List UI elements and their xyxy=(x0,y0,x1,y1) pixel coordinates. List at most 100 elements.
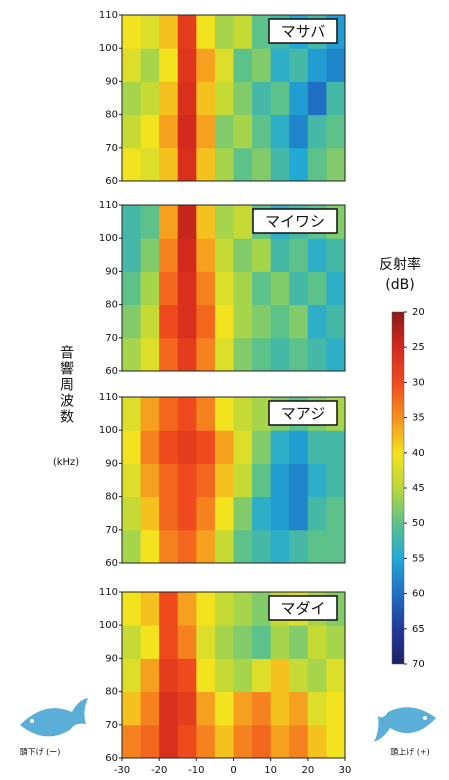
heatmap-cell xyxy=(196,205,215,239)
heatmap-cell xyxy=(308,115,327,149)
y-tick-label: 80 xyxy=(105,110,118,121)
colorbar-tick-label: 50 xyxy=(412,518,425,529)
y-tick-label: 90 xyxy=(105,653,118,664)
y-tick-label: 70 xyxy=(105,720,118,731)
heatmap-cell xyxy=(159,148,178,182)
heatmap-cell xyxy=(141,48,160,82)
heatmap-cell xyxy=(289,658,308,692)
heatmap-cell xyxy=(122,148,141,182)
x-tick-label: -10 xyxy=(188,765,204,776)
heatmap-cell xyxy=(141,592,160,626)
heatmap-cell xyxy=(178,592,197,626)
y-tick-label: 100 xyxy=(99,43,118,54)
heatmap-cell xyxy=(159,397,178,431)
heatmap-cell xyxy=(122,497,141,531)
heatmap-cell xyxy=(122,530,141,564)
heatmap-cell xyxy=(289,530,308,564)
heatmap-cell xyxy=(159,430,178,464)
heatmap-cell xyxy=(178,81,197,115)
heatmap-cell xyxy=(196,658,215,692)
heatmap-cell xyxy=(159,463,178,497)
panel-label: マダイ xyxy=(280,600,325,618)
y-tick-label: 90 xyxy=(105,266,118,277)
y-tick-label: 100 xyxy=(99,233,118,244)
heatmap-cell xyxy=(122,15,141,49)
y-tick-label: 70 xyxy=(105,143,118,154)
heatmap-cell xyxy=(326,271,345,305)
heatmap-cell xyxy=(252,463,271,497)
heatmap-cell xyxy=(326,338,345,372)
heatmap-cell xyxy=(159,692,178,726)
fish-left-label: 頭下げ (ー) xyxy=(20,748,61,757)
heatmap-cell xyxy=(141,725,160,759)
heatmap-cell xyxy=(252,497,271,531)
heatmap-cell xyxy=(196,238,215,272)
heatmap-cell xyxy=(159,530,178,564)
y-tick-label: 60 xyxy=(105,176,118,187)
heatmap-cell xyxy=(252,48,271,82)
fish-right-icon xyxy=(374,707,436,742)
heatmap-cell xyxy=(289,238,308,272)
heatmap-cell xyxy=(234,271,253,305)
heatmap-cell xyxy=(141,115,160,149)
heatmap-cell xyxy=(271,658,290,692)
heatmap-cell xyxy=(271,238,290,272)
heatmap-cell xyxy=(308,338,327,372)
heatmap-cell xyxy=(178,530,197,564)
heatmap-cell xyxy=(178,463,197,497)
heatmap-cell xyxy=(308,530,327,564)
heatmap-cell xyxy=(289,497,308,531)
y-tick-label: 100 xyxy=(99,620,118,631)
heatmap-cell xyxy=(178,692,197,726)
colorbar-tick-label: 30 xyxy=(412,377,425,388)
heatmap-cell xyxy=(196,430,215,464)
heatmap-cell xyxy=(141,238,160,272)
colorbar xyxy=(392,312,404,664)
heatmap-cell xyxy=(122,625,141,659)
heatmap-cell xyxy=(215,115,234,149)
colorbar-tick-label: 45 xyxy=(412,483,425,494)
heatmap-cell xyxy=(271,725,290,759)
heatmap-cell xyxy=(159,48,178,82)
y-tick-label: 90 xyxy=(105,458,118,469)
heatmap-cell xyxy=(271,271,290,305)
heatmap-cell xyxy=(326,625,345,659)
heatmap-cell xyxy=(215,592,234,626)
heatmap-cell xyxy=(159,271,178,305)
heatmap-cell xyxy=(252,625,271,659)
heatmap-cell xyxy=(215,625,234,659)
heatmap-cell xyxy=(178,658,197,692)
heatmap-cell xyxy=(289,338,308,372)
heatmap-cell xyxy=(271,497,290,531)
heatmap-cell xyxy=(326,725,345,759)
heatmap-cell xyxy=(215,81,234,115)
colorbar-tick-label: 25 xyxy=(412,342,425,353)
heatmap-cell xyxy=(215,658,234,692)
heatmap-cell xyxy=(271,530,290,564)
heatmap-cell xyxy=(178,271,197,305)
heatmap-cell xyxy=(234,592,253,626)
heatmap-cell xyxy=(196,271,215,305)
heatmap-cell xyxy=(178,497,197,531)
x-tick-label: -20 xyxy=(151,765,167,776)
heatmap-cell xyxy=(308,625,327,659)
heatmap-cell xyxy=(215,15,234,49)
y-tick-label: 60 xyxy=(105,558,118,569)
heatmap-cell xyxy=(326,658,345,692)
y-tick-label: 90 xyxy=(105,76,118,87)
y-tick-label: 60 xyxy=(105,753,118,764)
heatmap-cell xyxy=(289,81,308,115)
heatmap-cell xyxy=(326,148,345,182)
heatmap-cell xyxy=(215,238,234,272)
heatmap-cell xyxy=(326,115,345,149)
heatmap-cell xyxy=(215,463,234,497)
heatmap-cell xyxy=(196,397,215,431)
heatmap-cell xyxy=(252,271,271,305)
heatmap-cell xyxy=(196,497,215,531)
heatmap-cell xyxy=(252,338,271,372)
heatmap-cell xyxy=(178,338,197,372)
heatmap-cell xyxy=(252,305,271,339)
heatmap-cell xyxy=(215,48,234,82)
heatmap-cell xyxy=(122,48,141,82)
heatmap-cell xyxy=(178,725,197,759)
